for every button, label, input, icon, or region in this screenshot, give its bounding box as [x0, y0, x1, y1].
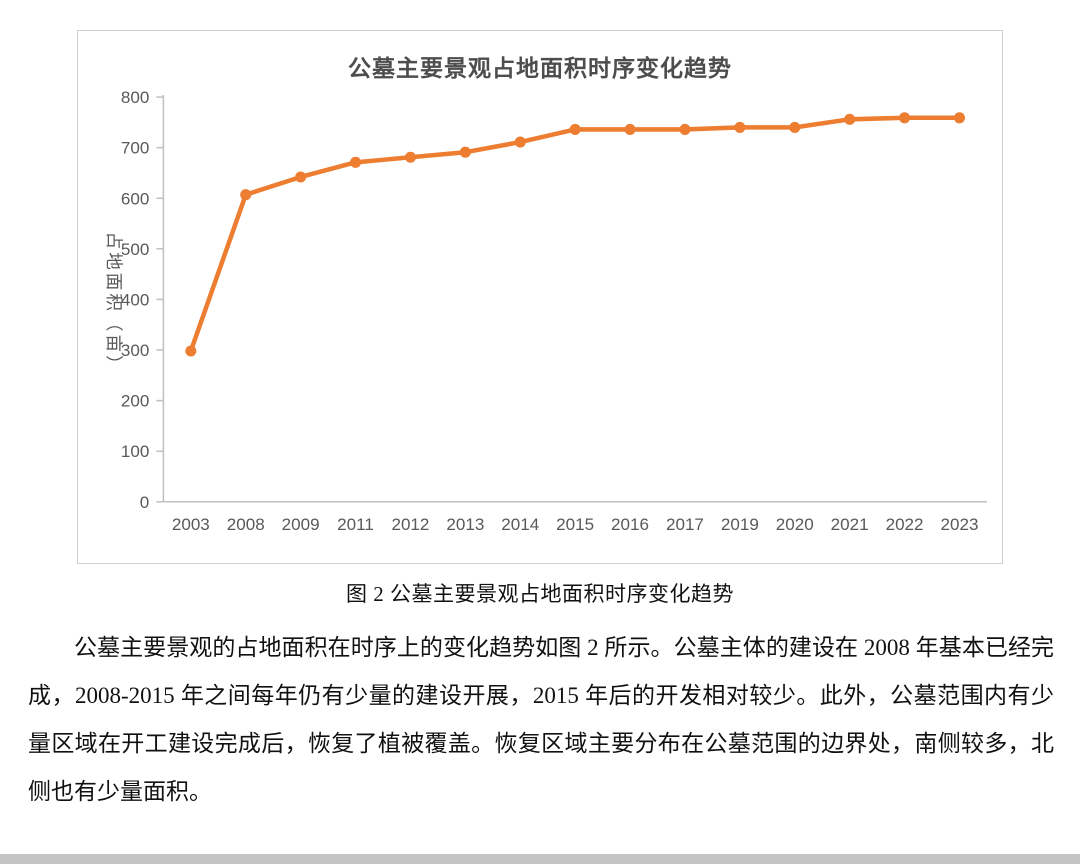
svg-text:0: 0	[140, 493, 150, 512]
figure-chart: 公墓主要景观占地面积时序变化趋势 0 100 200 300 400 500 600 700 8…	[77, 30, 1003, 565]
svg-text:800: 800	[121, 88, 149, 107]
svg-text:300: 300	[121, 341, 149, 360]
svg-text:2022: 2022	[886, 515, 924, 534]
svg-text:2011: 2011	[337, 515, 374, 534]
svg-text:2003: 2003	[172, 515, 210, 534]
svg-text:2021: 2021	[831, 515, 869, 534]
svg-text:2015: 2015	[556, 515, 594, 534]
page-edge	[0, 854, 1080, 864]
svg-text:2009: 2009	[282, 515, 320, 534]
svg-text:2016: 2016	[611, 515, 649, 534]
svg-text:2014: 2014	[501, 515, 539, 534]
svg-text:2012: 2012	[391, 515, 429, 534]
svg-text:2020: 2020	[776, 515, 814, 534]
svg-text:100: 100	[121, 442, 149, 461]
body-paragraph: 公墓主要景观的占地面积在时序上的变化趋势如图 2 所示。公墓主体的建设在 200…	[28, 635, 1054, 804]
svg-text:2008: 2008	[227, 515, 265, 534]
figure-caption: 图 2 公墓主要景观占地面积时序变化趋势	[346, 582, 734, 607]
svg-text:400: 400	[121, 290, 149, 309]
svg-text:700: 700	[121, 139, 149, 158]
svg-text:占地面积（亩）: 占地面积（亩）	[104, 232, 124, 376]
svg-text:500: 500	[121, 240, 149, 259]
svg-text:2013: 2013	[446, 515, 484, 534]
svg-text:2017: 2017	[666, 515, 704, 534]
chart-title: 公墓主要景观占地面积时序变化趋势	[348, 55, 732, 81]
svg-text:200: 200	[121, 392, 149, 411]
svg-text:600: 600	[121, 189, 149, 208]
svg-text:2023: 2023	[940, 515, 978, 534]
line-chart: 0 100 200 300 400 500 600 700 800 2003 2008 2009 201…	[104, 88, 987, 534]
svg-text:2019: 2019	[721, 515, 759, 534]
